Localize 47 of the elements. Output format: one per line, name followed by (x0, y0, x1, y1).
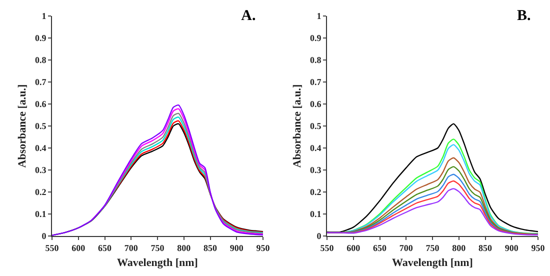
y-tick-label: 0.9 (34, 33, 47, 44)
x-tick-label: 600 (72, 242, 86, 253)
y-tick-label: 0.9 (310, 33, 322, 44)
x-tick-label: 550 (320, 242, 334, 253)
y-tick-label: 0.1 (34, 209, 47, 220)
y-tick-label: 0.4 (310, 143, 322, 154)
y-tick-label: 0.1 (310, 209, 322, 220)
y-tick-label: 0.8 (310, 55, 322, 66)
y-tick-label: 0.5 (310, 121, 322, 132)
x-tick-label: 900 (504, 242, 519, 253)
x-tick-label: 950 (256, 242, 270, 253)
y-tick-label: 0.2 (34, 187, 47, 198)
x-tick-label: 950 (531, 242, 546, 253)
y-tick-label: 0.6 (310, 99, 322, 110)
line-series (327, 123, 538, 233)
y-tick-label: 0.7 (34, 77, 47, 88)
x-axis-title: Wavelength [nm] (392, 257, 473, 269)
y-tick-label: 0.5 (34, 121, 47, 132)
y-axis-title: Absorbance [a.u.] (16, 84, 29, 168)
x-axis-title: Wavelength [nm] (117, 257, 198, 269)
y-tick-label: 0 (316, 231, 322, 242)
x-tick-label: 900 (230, 242, 244, 253)
x-tick-label: 650 (98, 242, 112, 253)
y-tick-label: 0.2 (310, 187, 322, 198)
x-tick-label: 750 (426, 242, 440, 253)
y-tick-label: 0 (42, 231, 47, 242)
y-tick-label: 0.4 (34, 143, 47, 154)
y-tick-label: 1 (316, 11, 322, 22)
y-tick-label: 0.3 (34, 165, 47, 176)
x-tick-label: 550 (45, 242, 60, 253)
y-tick-label: 0.8 (34, 55, 47, 66)
y-axis-title: Absorbance [a.u.] (292, 84, 304, 168)
x-tick-label: 850 (478, 242, 492, 253)
y-tick-label: 0.7 (310, 77, 322, 88)
chart-title: A. (241, 8, 256, 24)
x-tick-label: 750 (150, 242, 165, 253)
y-tick-label: 0.6 (34, 99, 47, 110)
y-tick-label: 0.3 (310, 165, 322, 176)
x-tick-label: 800 (452, 242, 466, 253)
x-tick-label: 600 (346, 242, 361, 253)
x-tick-label: 650 (373, 242, 387, 253)
y-tick-label: 1 (42, 11, 47, 22)
x-tick-label: 800 (177, 242, 192, 253)
x-tick-label: 700 (399, 242, 414, 253)
chart-title: B. (516, 8, 531, 24)
x-tick-label: 700 (124, 242, 138, 253)
x-tick-label: 850 (204, 242, 218, 253)
